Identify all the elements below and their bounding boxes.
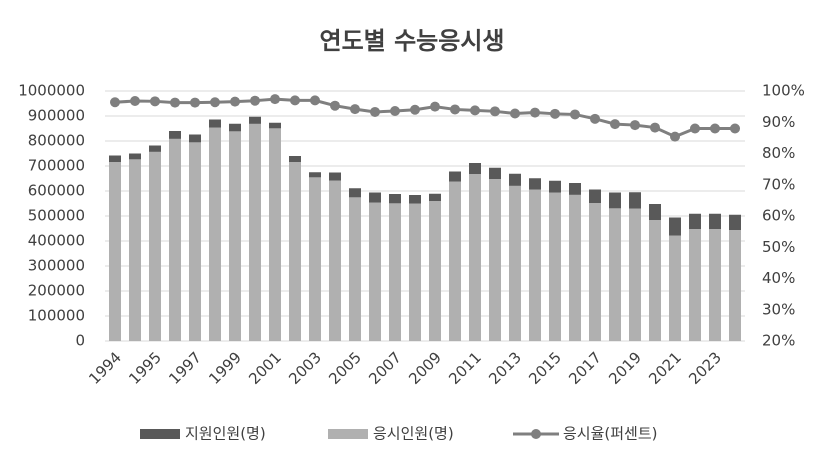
y-tick-label: 900000 <box>28 107 85 125</box>
bar <box>489 179 501 341</box>
y2-tick-label: 80% <box>762 144 795 162</box>
legend-label: 응시인원(명) <box>373 425 454 443</box>
rate-marker <box>610 119 620 130</box>
rate-marker <box>190 97 200 108</box>
rate-marker <box>230 96 240 107</box>
bar <box>449 181 461 341</box>
bar <box>169 138 181 341</box>
y-tick-label: 400000 <box>28 232 85 250</box>
bar <box>109 162 121 341</box>
y2-tick-label: 50% <box>762 238 795 256</box>
rate-marker <box>570 109 580 120</box>
rate-marker <box>630 120 640 131</box>
legend-label: 응시율(퍼센트) <box>563 425 658 443</box>
bar <box>409 203 421 341</box>
bar <box>729 230 741 341</box>
legend-swatch <box>140 429 180 439</box>
y-tick-label: 700000 <box>28 157 85 175</box>
rate-marker <box>710 123 720 134</box>
rate-marker <box>510 108 520 119</box>
bar <box>469 174 481 341</box>
bar <box>269 128 281 341</box>
rate-marker <box>290 95 300 106</box>
y2-tick-label: 90% <box>762 113 795 131</box>
rate-marker <box>390 106 400 116</box>
legend-swatch <box>328 429 368 439</box>
rate-marker <box>110 97 120 108</box>
bar <box>569 194 581 341</box>
bar <box>289 162 301 341</box>
rate-marker <box>470 105 480 116</box>
rate-marker <box>370 106 380 117</box>
rate-marker <box>150 96 160 107</box>
bar <box>209 127 221 341</box>
bar <box>389 203 401 341</box>
bar <box>709 229 721 341</box>
chart-title: 연도별 수능응시생 <box>320 27 505 55</box>
bar <box>329 180 341 341</box>
rate-marker <box>590 113 600 124</box>
rate-marker <box>690 123 700 134</box>
y2-tick-label: 100% <box>762 82 805 100</box>
bar <box>549 192 561 341</box>
y2-tick-label: 20% <box>762 332 795 350</box>
rate-marker <box>330 100 340 111</box>
y2-tick-label: 30% <box>762 300 795 318</box>
bar <box>249 123 261 341</box>
y-tick-label: 200000 <box>28 282 85 300</box>
y2-tick-label: 70% <box>762 175 795 193</box>
rate-marker <box>450 104 460 115</box>
bar <box>609 208 621 341</box>
bar <box>649 220 661 341</box>
rate-marker <box>550 108 560 119</box>
rate-marker <box>310 95 320 106</box>
bar <box>349 197 361 341</box>
y-tick-label: 800000 <box>28 132 85 150</box>
bar <box>369 202 381 341</box>
bar <box>509 185 521 341</box>
rate-marker <box>170 97 180 108</box>
bar <box>589 203 601 341</box>
rate-marker <box>730 123 740 134</box>
rate-marker <box>210 97 220 108</box>
bar <box>129 159 141 341</box>
y-tick-label: 1000000 <box>18 82 85 100</box>
bar <box>149 151 161 341</box>
y-tick-label: 0 <box>75 332 85 350</box>
rate-marker <box>250 95 260 106</box>
y2-tick-label: 60% <box>762 207 795 225</box>
bar <box>229 131 241 341</box>
y2-tick-label: 40% <box>762 269 795 287</box>
y-tick-label: 100000 <box>28 307 85 325</box>
y-tick-label: 500000 <box>28 207 85 225</box>
rate-marker <box>490 106 500 117</box>
rate-marker <box>670 131 680 142</box>
y-tick-label: 600000 <box>28 182 85 200</box>
bar <box>429 201 441 341</box>
rate-marker <box>130 96 140 106</box>
rate-marker <box>270 94 280 105</box>
legend-label: 지원인원(명) <box>185 425 266 443</box>
rate-marker <box>430 101 440 112</box>
legend-marker <box>531 429 541 439</box>
bar <box>309 177 321 341</box>
bar <box>669 235 681 341</box>
bar <box>689 229 701 341</box>
bar <box>189 142 201 341</box>
rate-marker <box>650 122 660 133</box>
rate-marker <box>350 104 360 115</box>
rate-marker <box>530 107 540 118</box>
bar <box>529 189 541 341</box>
bar <box>629 208 641 341</box>
rate-marker <box>410 104 420 115</box>
y-tick-label: 300000 <box>28 257 85 275</box>
